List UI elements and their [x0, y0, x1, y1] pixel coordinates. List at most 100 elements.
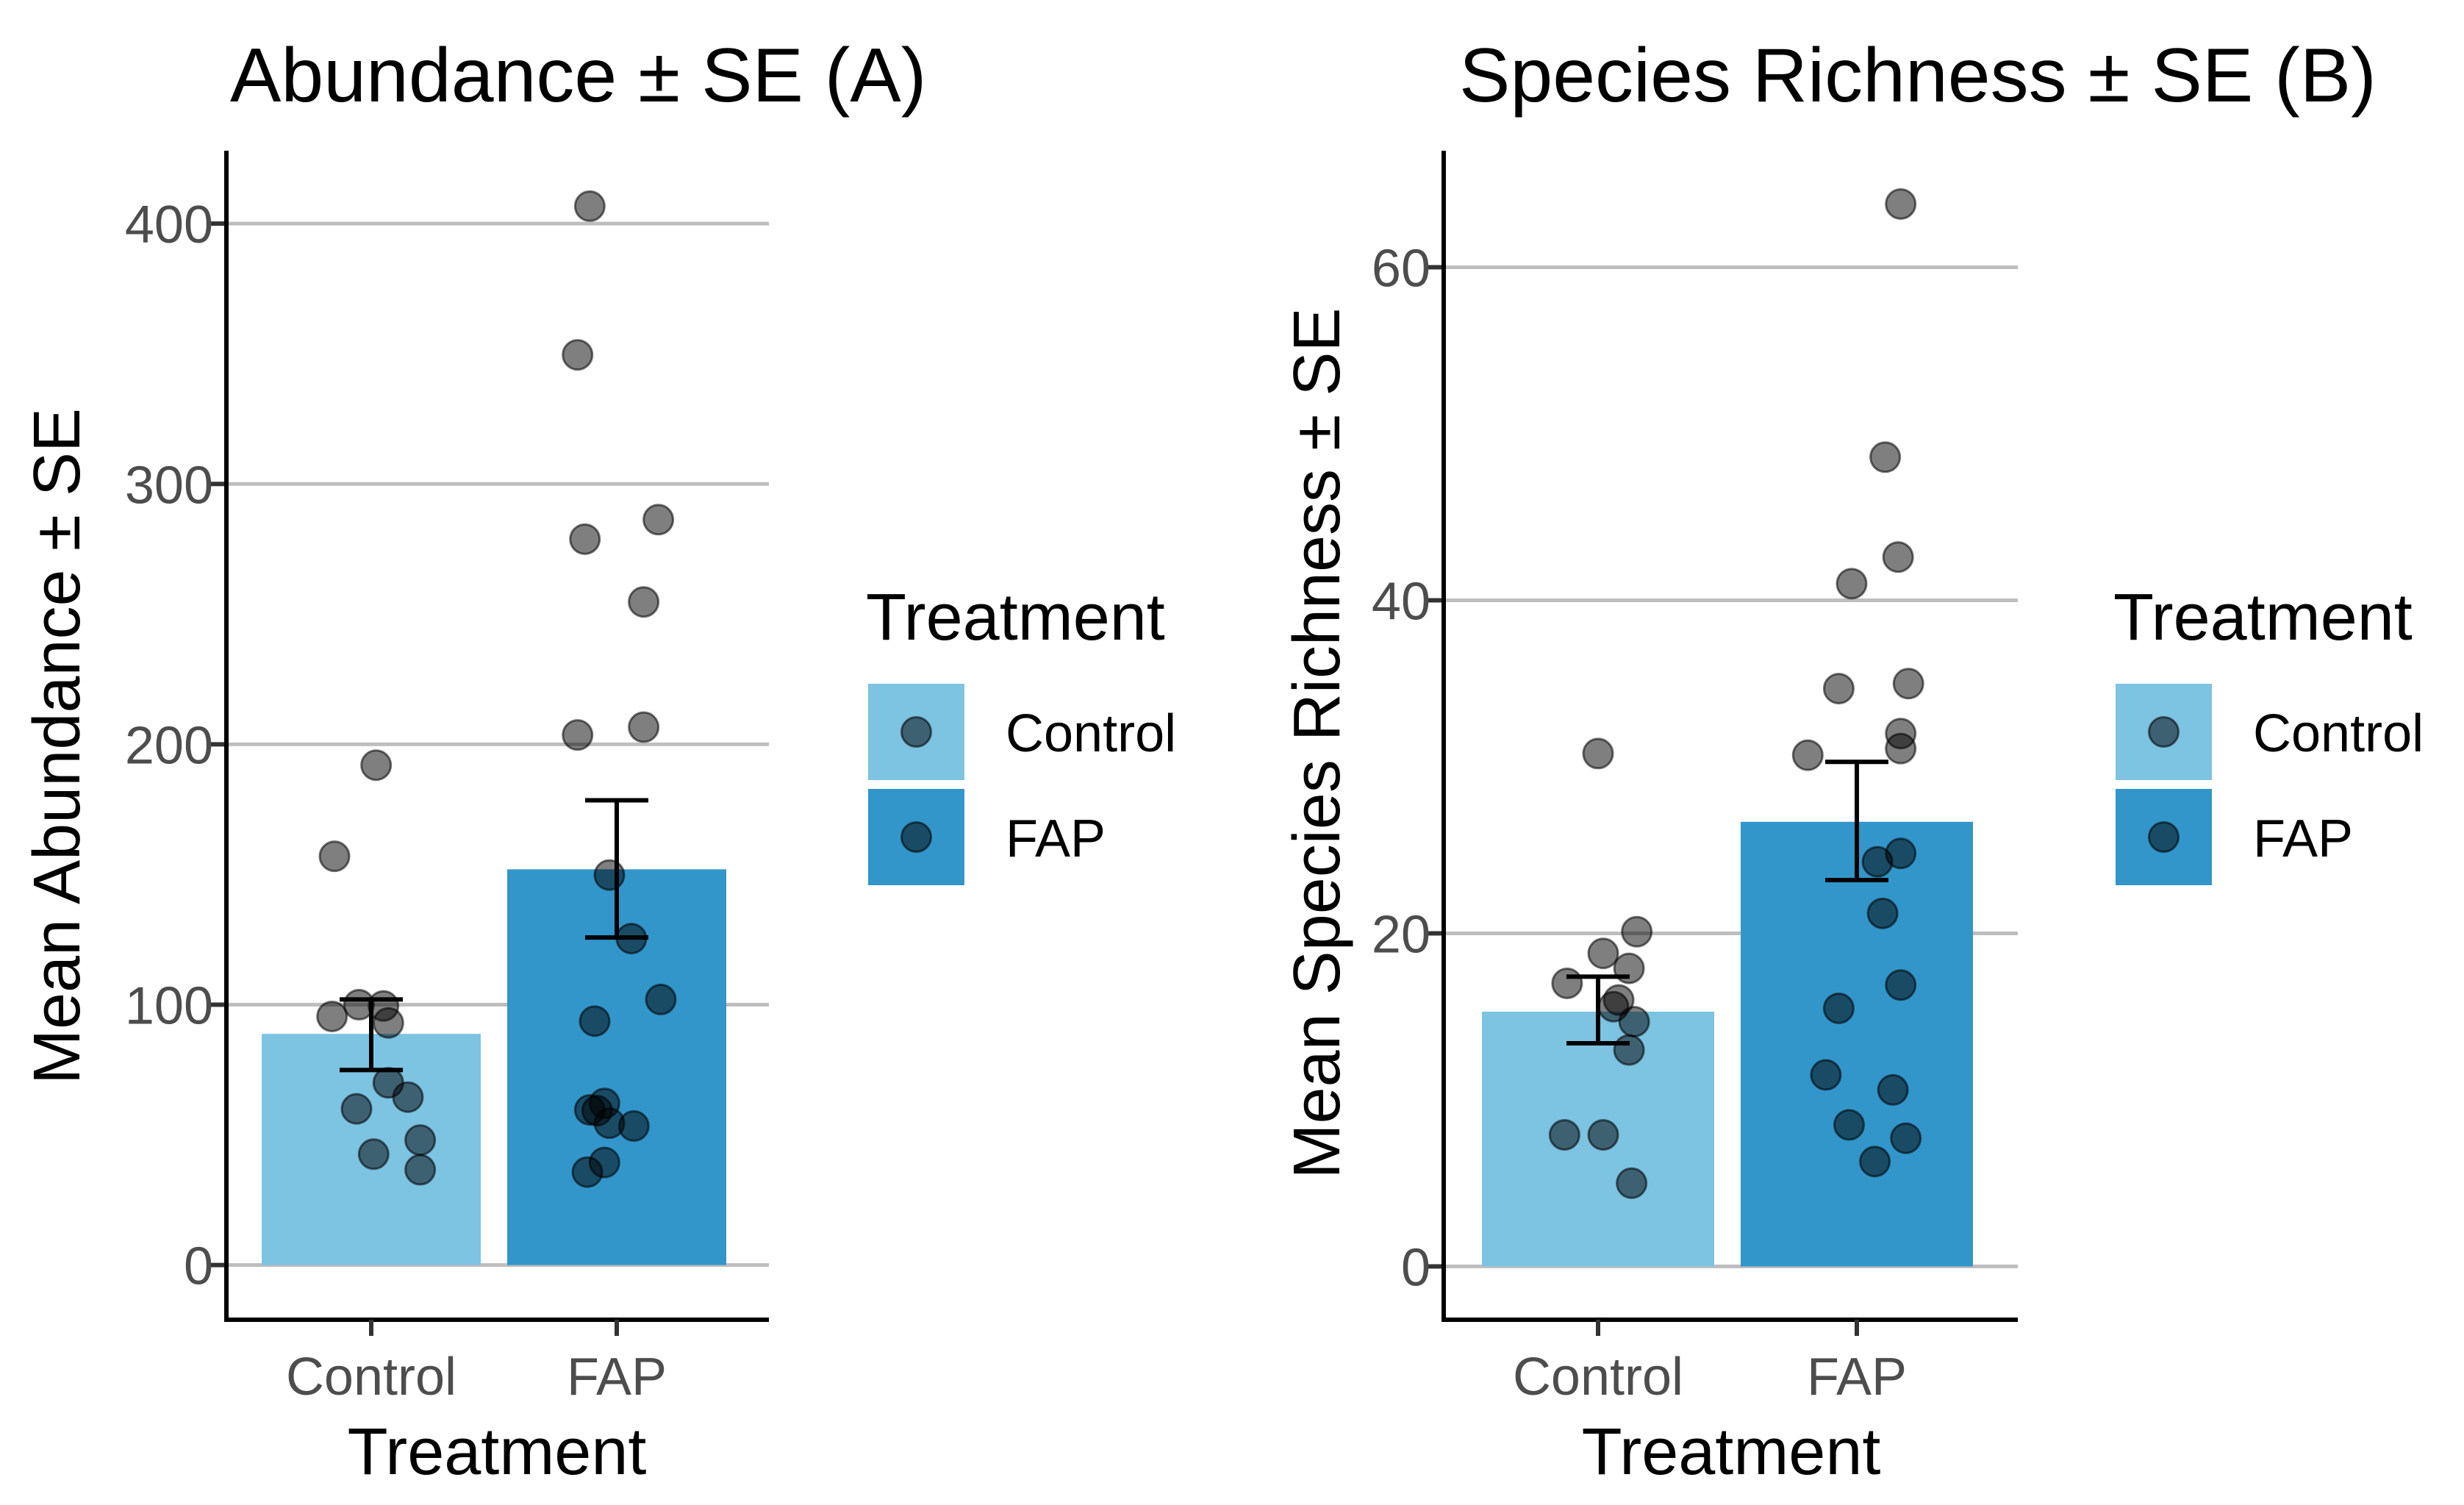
- legend-point-icon: [900, 821, 932, 853]
- data-point-control: [316, 1000, 348, 1032]
- data-point-control: [340, 1093, 373, 1125]
- chart-title: Abundance ± SE (A): [230, 33, 926, 118]
- data-point-fap: [1822, 673, 1855, 705]
- data-point-control: [318, 840, 351, 873]
- chart-title: Species Richness ± SE (B): [1459, 33, 2377, 118]
- legend-item-fap: FAP: [868, 789, 1106, 885]
- legend-item-control: Control: [868, 684, 1176, 780]
- error-bars: [340, 798, 648, 1073]
- x-axis-title: Treatment: [348, 1415, 647, 1489]
- y-axis-title: Mean Abundance ± SE: [21, 408, 94, 1084]
- data-point-control: [372, 1007, 404, 1039]
- data-point-fap: [1892, 668, 1924, 700]
- legend-item-control: Control: [2116, 684, 2424, 780]
- data-point-control: [404, 1154, 437, 1186]
- data-point-control: [392, 1081, 424, 1113]
- data-point-fap: [579, 1005, 611, 1037]
- y-tick-labels: 0 20 40 60: [1372, 240, 1430, 1298]
- data-point-fap: [1791, 739, 1824, 771]
- data-point-fap: [1822, 992, 1855, 1024]
- panel-species-richness: Species Richness ± SE (B) 0 20 40 60 Contro…: [1281, 33, 2424, 1489]
- y-tick-label: 200: [125, 716, 213, 775]
- y-tick-label: 100: [125, 977, 213, 1036]
- data-point-fap: [642, 504, 675, 536]
- data-points: [1548, 187, 1924, 1199]
- axis-lines: [1441, 151, 2018, 1322]
- data-point-control: [1613, 1034, 1645, 1066]
- legend-label-control: Control: [1006, 704, 1176, 763]
- data-point-fap: [1882, 541, 1914, 573]
- data-point-control: [1548, 1119, 1580, 1151]
- data-point-control: [1582, 737, 1614, 770]
- data-points: [316, 190, 677, 1188]
- x-tick-labels: Control FAP: [1513, 1348, 1907, 1406]
- data-point-fap: [562, 339, 594, 371]
- data-point-fap: [1877, 1073, 1909, 1106]
- error-bar-fap: [1825, 759, 1888, 883]
- x-tick-label: Control: [286, 1348, 456, 1406]
- panel-abundance: Abundance ± SE (A) 0 100 200 300 400 Control…: [21, 33, 1176, 1489]
- data-point-control: [360, 749, 393, 782]
- axes: [1428, 151, 2018, 1336]
- data-point-control: [1587, 937, 1619, 970]
- axis-lines: [224, 151, 769, 1322]
- data-point-control: [1587, 1119, 1619, 1151]
- data-point-control: [1551, 967, 1583, 999]
- data-point-fap: [573, 190, 606, 222]
- data-point-fap: [617, 1110, 650, 1143]
- data-point-fap: [562, 719, 594, 751]
- data-point-fap: [571, 1156, 604, 1188]
- error-bar-control: [1566, 974, 1630, 1046]
- data-point-fap: [628, 586, 660, 618]
- data-point-control: [357, 1138, 390, 1170]
- legend-label-fap: FAP: [1006, 809, 1106, 868]
- y-tick-label: 300: [125, 456, 213, 515]
- x-tick-labels: Control FAP: [286, 1348, 667, 1406]
- bar-fap: [1741, 821, 1973, 1267]
- data-point-fap: [1885, 732, 1917, 765]
- legend-title: Treatment: [866, 581, 1165, 654]
- legend-label-control: Control: [2253, 704, 2424, 763]
- data-point-fap: [628, 711, 660, 743]
- error-bars: [1566, 759, 1888, 1046]
- y-tick-label: 40: [1372, 573, 1430, 632]
- legend: Treatment Control FAP: [2113, 581, 2424, 885]
- x-axis-title: Treatment: [1582, 1415, 1881, 1489]
- legend: Treatment Control FAP: [866, 581, 1176, 885]
- legend-label-fap: FAP: [2253, 809, 2353, 868]
- x-tick-label: FAP: [1807, 1348, 1907, 1406]
- data-point-fap: [1885, 969, 1917, 1001]
- y-axis-title: Mean Species Richness ± SE: [1281, 308, 1354, 1179]
- data-point-fap: [1866, 897, 1899, 929]
- y-tick-label: 400: [125, 196, 213, 254]
- data-point-fap: [1859, 1145, 1891, 1178]
- data-point-control: [404, 1124, 437, 1157]
- data-point-control: [1618, 1006, 1650, 1038]
- data-point-fap: [1810, 1059, 1842, 1091]
- legend-point-icon: [2148, 821, 2180, 853]
- data-point-fap: [645, 983, 677, 1015]
- y-tick-labels: 0 100 200 300 400: [125, 196, 213, 1295]
- data-point-fap: [593, 859, 626, 891]
- y-tick-label: 20: [1372, 906, 1430, 965]
- legend-item-fap: FAP: [2116, 789, 2353, 885]
- data-point-fap: [1833, 1109, 1865, 1141]
- data-point-control: [1616, 1167, 1648, 1199]
- data-point-fap: [1890, 1122, 1922, 1154]
- data-point-fap: [1885, 187, 1917, 220]
- data-point-fap: [1836, 568, 1868, 600]
- data-point-control: [1621, 915, 1653, 948]
- y-tick-label: 0: [1401, 1239, 1430, 1298]
- y-tick-label: 60: [1372, 240, 1430, 299]
- data-point-fap: [569, 523, 601, 555]
- legend-point-icon: [900, 716, 932, 748]
- data-point-fap: [1869, 441, 1902, 473]
- x-tick-label: Control: [1513, 1348, 1683, 1406]
- x-tick-label: FAP: [567, 1348, 667, 1406]
- data-point-fap: [1861, 846, 1894, 878]
- axes: [210, 151, 769, 1336]
- legend-point-icon: [2148, 716, 2180, 748]
- y-tick-label: 0: [184, 1237, 213, 1296]
- error-bar-control: [340, 997, 403, 1073]
